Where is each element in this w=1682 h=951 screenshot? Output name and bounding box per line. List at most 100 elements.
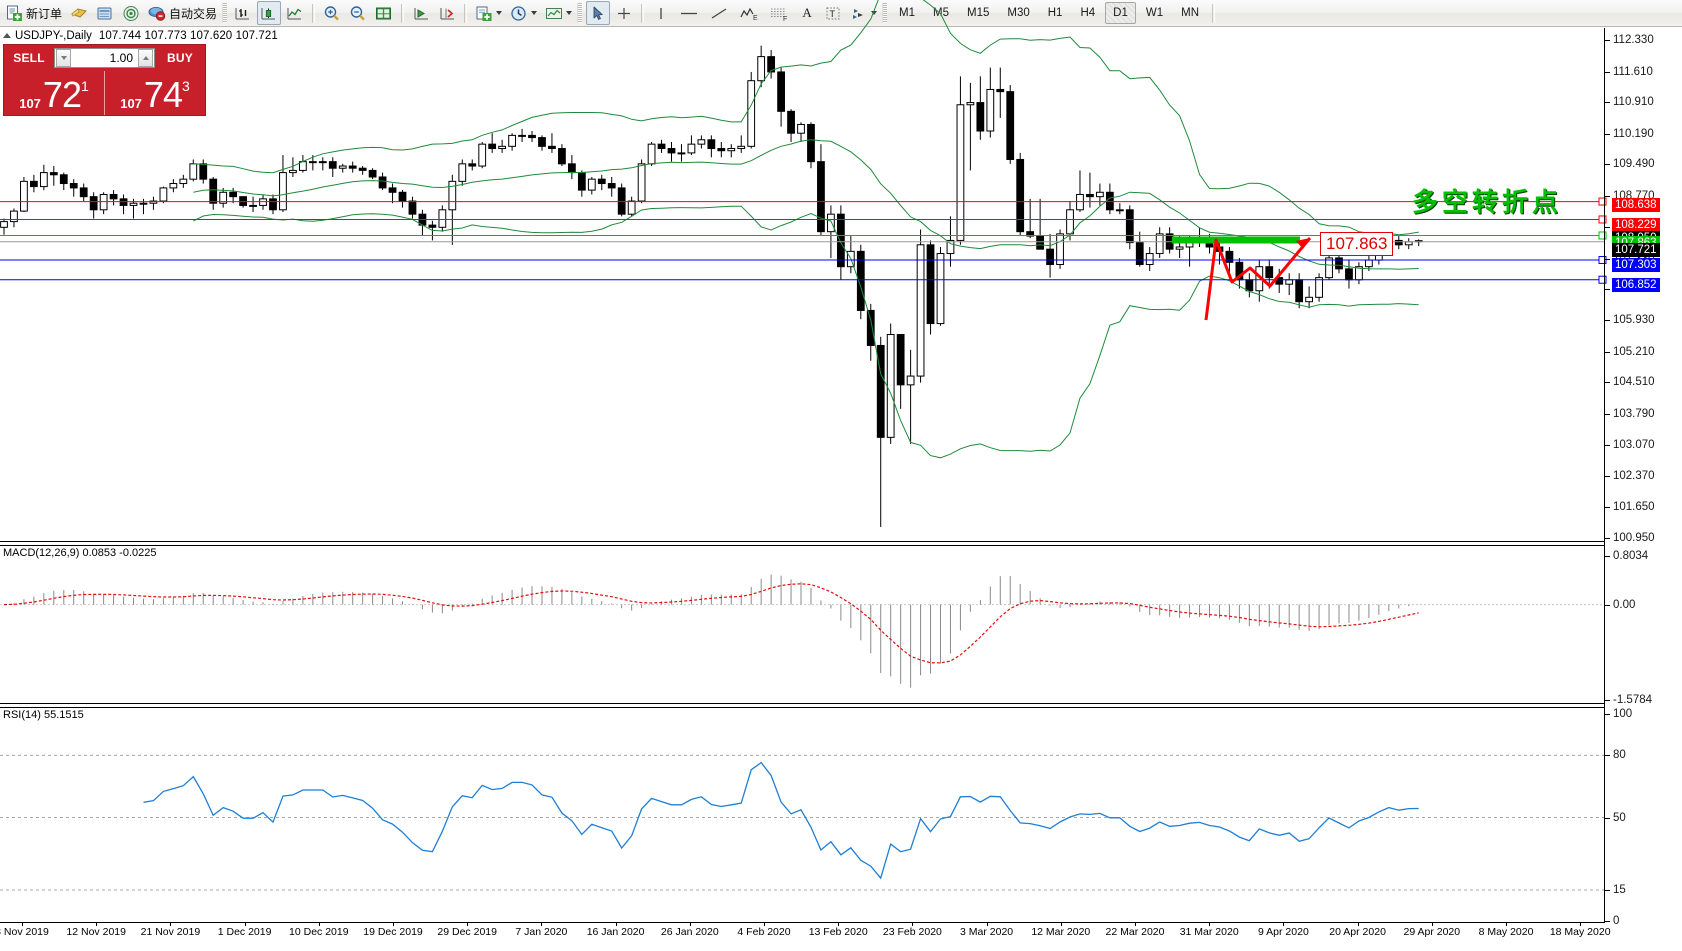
price-level-tag[interactable]: 108.229 (1612, 218, 1660, 232)
rsi-tick-label: 0 (1613, 915, 1620, 927)
date-tick-label: 22 Mar 2020 (1105, 926, 1165, 938)
trendline-icon[interactable] (705, 1, 733, 25)
rsi-pane-divider-2 (0, 707, 1604, 708)
auto-trading-button[interactable]: 自动交易 (145, 1, 220, 25)
periods-icon[interactable] (507, 1, 540, 25)
rsi-tick-label: 100 (1613, 708, 1633, 720)
price-tick-label: 111.610 (1613, 65, 1653, 78)
vertical-line-icon[interactable] (649, 1, 673, 25)
new-order-button[interactable]: 新订单 (3, 1, 65, 25)
timeframe-m30[interactable]: M30 (1007, 7, 1030, 19)
price-tick-label: 105.210 (1613, 345, 1655, 358)
buy-button[interactable]: 107 74 3 (105, 71, 205, 115)
chevron-down-icon[interactable] (531, 11, 538, 15)
date-tick (1431, 922, 1433, 926)
timeframe-m1[interactable]: M1 (899, 7, 916, 19)
volume-increase-button[interactable] (138, 49, 153, 67)
expert-advisors-icon[interactable] (67, 1, 91, 25)
volume-stepper[interactable]: 1.00 (54, 48, 155, 68)
buy-price-big: 74 (143, 74, 183, 115)
chart-header: USDJPY-,Daily 107.744 107.773 107.620 10… (0, 28, 278, 43)
sell-label[interactable]: SELL (13, 51, 45, 65)
bar-chart-icon[interactable] (231, 1, 255, 25)
horizontal-line-icon[interactable] (675, 1, 703, 25)
timeframe-m5[interactable]: M5 (933, 7, 949, 19)
toolbar-separator (401, 3, 405, 23)
line-chart-icon[interactable] (283, 1, 307, 25)
cursor-icon[interactable] (586, 1, 611, 25)
price-level-tag[interactable]: 107.721 (1612, 243, 1660, 257)
date-tick-label: 29 Apr 2020 (1403, 926, 1461, 938)
price-level-tag[interactable]: 107.303 (1612, 258, 1660, 272)
date-tick (838, 922, 840, 926)
timeframe-d1[interactable]: D1 (1105, 2, 1136, 24)
scale-tick (1605, 714, 1610, 715)
toolbar-grip[interactable] (577, 3, 583, 23)
timeframe-bar: M1 M5 M15 M30 H1 H4 D1 W1 MN (890, 2, 1208, 24)
bollinger-bands (193, 0, 1419, 459)
shapes-icon[interactable] (847, 1, 880, 25)
toolbar-grip[interactable] (882, 3, 888, 23)
timeframe-m15[interactable]: M15 (967, 7, 990, 19)
text-label-icon[interactable]: T (821, 1, 845, 25)
zoom-out-icon[interactable] (346, 1, 370, 25)
date-tick-label: 12 Mar 2020 (1031, 926, 1091, 938)
date-tick (318, 922, 320, 926)
toolbar-separator (312, 3, 316, 23)
buy-price-fraction: 3 (181, 78, 190, 94)
date-tick-label: 3 Nov 2019 (0, 926, 49, 938)
templates-icon[interactable] (542, 1, 575, 25)
timeframe-h4[interactable]: H4 (1080, 7, 1096, 19)
auto-trading-label: 自动交易 (169, 6, 218, 21)
chart-shift-icon[interactable] (409, 1, 433, 25)
toolbar-separator (1212, 3, 1215, 23)
price-level-tag[interactable]: 106.852 (1612, 278, 1660, 292)
date-tick (764, 922, 765, 926)
volume-input[interactable]: 1.00 (109, 51, 133, 65)
collapse-triangle-icon[interactable] (3, 33, 11, 38)
price-axis-line (1604, 28, 1605, 923)
turning-point-annotation: 多空转折点 (1412, 187, 1563, 217)
date-tick (615, 922, 617, 926)
text-icon[interactable]: A (802, 5, 812, 20)
crosshair-icon[interactable] (612, 1, 636, 25)
scale-tick (1605, 164, 1610, 166)
elliott-wave-icon[interactable]: E (735, 1, 763, 25)
price-scale[interactable]: 112.330 111.610 110.910 110.190 109.490 108.7… (1605, 28, 1682, 927)
target-price-label: 107.863 (1320, 232, 1394, 256)
toolbar-separator (464, 3, 468, 23)
auto-scroll-icon[interactable] (435, 1, 459, 25)
volume-decrease-button[interactable] (56, 49, 71, 67)
candlestick-chart-icon[interactable] (257, 1, 282, 25)
toolbar-grip[interactable] (222, 3, 228, 23)
date-tick (1506, 922, 1507, 926)
data-window-icon[interactable] (93, 1, 117, 25)
navigator-icon[interactable] (119, 1, 143, 25)
date-tick-label: 26 Jan 2020 (660, 926, 719, 938)
macd-series (0, 574, 1604, 688)
indicators-icon[interactable] (472, 1, 505, 25)
timeframe-w1[interactable]: W1 (1145, 7, 1164, 19)
buy-label[interactable]: BUY (167, 51, 193, 65)
chevron-down-icon[interactable] (566, 11, 573, 15)
sell-price-big: 72 (42, 74, 82, 115)
scale-tick (1605, 71, 1610, 73)
timeframe-mn[interactable]: MN (1181, 7, 1199, 19)
price-level-tag[interactable]: 108.638 (1612, 198, 1660, 212)
zoom-in-icon[interactable] (320, 1, 344, 25)
chevron-down-icon[interactable] (871, 11, 878, 15)
scale-tick (1605, 227, 1610, 229)
buy-price-whole: 107 (120, 96, 142, 111)
scale-tick (1605, 382, 1610, 384)
timeframe-h1[interactable]: H1 (1047, 7, 1063, 19)
date-tick-label: 23 Feb 2020 (882, 926, 942, 938)
sell-button[interactable]: 107 72 1 (4, 71, 105, 115)
chevron-down-icon[interactable] (496, 11, 503, 15)
fibonacci-icon[interactable]: F (765, 1, 793, 25)
price-tick-label: 100.950 (1613, 532, 1655, 544)
candlestick-series (0, 45, 1423, 528)
macd-tick-label: -1.5784 (1613, 694, 1653, 706)
macd-tick-label: 0.8034 (1613, 550, 1649, 562)
tile-windows-icon[interactable] (372, 1, 396, 25)
